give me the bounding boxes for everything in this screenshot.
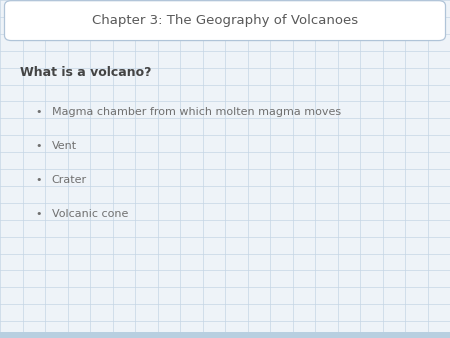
Text: What is a volcano?: What is a volcano? <box>20 66 152 79</box>
Text: Magma chamber from which molten magma moves: Magma chamber from which molten magma mo… <box>52 107 341 117</box>
Text: Chapter 3: The Geography of Volcanoes: Chapter 3: The Geography of Volcanoes <box>92 14 358 27</box>
Text: •: • <box>35 175 41 185</box>
Text: Vent: Vent <box>52 141 77 151</box>
Text: •: • <box>35 209 41 219</box>
Text: •: • <box>35 141 41 151</box>
Text: Volcanic cone: Volcanic cone <box>52 209 128 219</box>
Text: Crater: Crater <box>52 175 87 185</box>
Bar <box>0 332 450 338</box>
FancyBboxPatch shape <box>4 1 446 41</box>
Text: •: • <box>35 107 41 117</box>
